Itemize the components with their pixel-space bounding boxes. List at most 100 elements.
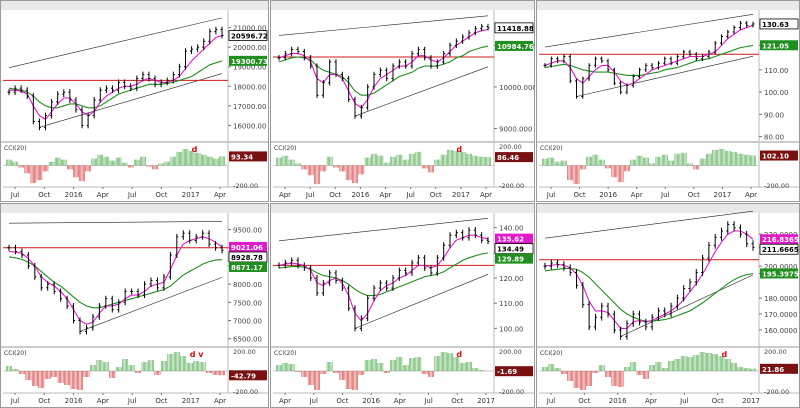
chart-panel-dow-industrials[interactable]: 21000.00 20000.00 19000.00 18000.00 17000.00…: [0, 0, 269, 202]
cci-label: CCI(20): [540, 350, 562, 357]
channel-line-lower: [354, 274, 489, 329]
chart-panel-sixth[interactable]: 220.0000211.6665200.0000195.3975180.0000…: [536, 203, 800, 408]
y-tick-label: 90.00: [764, 111, 784, 119]
channel-line-lower: [354, 66, 489, 117]
y-tick-label: 8000.00: [233, 281, 262, 289]
cci-value-tag: [495, 152, 533, 163]
x-tick-label: Apr: [394, 397, 406, 405]
cci-label: CCI(20): [540, 145, 562, 152]
y-tick-label: 140.00: [499, 225, 524, 233]
cci-value-label: -42.79: [231, 372, 256, 380]
chart-panel-fifth[interactable]: 140.00130.00120.00110.00100.00135.62134.…: [270, 203, 535, 408]
cci-value-tag: [760, 150, 798, 161]
x-tick-label: Oct: [574, 191, 586, 199]
value-tag-label: 20596.72: [231, 33, 268, 41]
x-tick-label: Oct: [38, 191, 50, 199]
x-tick-label: 2016: [362, 397, 380, 405]
value-tag-label: 211.6665: [762, 246, 799, 254]
title-strip: [537, 1, 799, 10]
chart-svg: 140.00130.00120.00110.00100.00135.62134.…: [271, 204, 534, 405]
x-tick-label: 2017: [742, 397, 760, 405]
cci-value-tag: [495, 366, 533, 377]
y-tick-label: 6500.00: [233, 336, 262, 344]
cci-value-label: -1.69: [497, 368, 517, 376]
ma-fast-line: [544, 230, 754, 329]
channel-line-upper: [544, 14, 754, 48]
x-tick-label: Oct: [688, 191, 700, 199]
chart-svg: 9500.009000.008500.008000.007500.007000.…: [1, 204, 268, 405]
x-tick-label: Oct: [451, 397, 463, 405]
value-tag-label: 135.62: [497, 236, 524, 244]
y-tick-label: 7500.00: [233, 299, 262, 307]
x-tick-label: 2016: [609, 397, 627, 405]
channel-line-upper: [544, 210, 754, 239]
value-tag-label: 19300.73: [231, 58, 268, 66]
channel-line-lower: [620, 274, 754, 337]
value-tag-ma-slow: [229, 55, 267, 66]
value-tag-ma-slow: [495, 253, 533, 264]
channel-line-upper: [278, 218, 489, 242]
cci-tick-label: -200.00: [764, 182, 789, 190]
value-tag-ma-fast: [495, 233, 533, 244]
x-tick-label: Oct: [155, 397, 167, 405]
x-tick-label: 2017: [452, 191, 470, 199]
x-tick-label: Jul: [308, 397, 318, 405]
cci-value-tag: [760, 363, 798, 374]
ma-fast-line: [278, 234, 489, 322]
value-tag-label: 195.3975: [762, 270, 799, 278]
x-tick-label: Jul: [546, 397, 556, 405]
x-tick-label: 2016: [65, 397, 83, 405]
value-tag-label: 9021.06: [231, 244, 263, 252]
value-tag-price: [228, 30, 268, 41]
cci-tick-label: -200.00: [233, 388, 258, 396]
y-tick-label: 100.00: [764, 89, 789, 97]
chart-svg: 21000.00 20000.00 19000.00 18000.00 17000.00…: [1, 1, 268, 199]
value-tag-ma-slow: [229, 261, 267, 272]
x-tick-label: Oct: [329, 191, 341, 199]
x-tick-label: Jul: [10, 397, 20, 405]
channel-line-lower: [39, 73, 223, 128]
x-tick-label: Jul: [10, 191, 20, 199]
chart-svg: 220.0000211.6665200.0000195.3975180.0000…: [537, 204, 799, 405]
chart-svg: 11000.00010000.0009000.00011418.88810984…: [271, 1, 534, 199]
chart-panel-composite[interactable]: 11000.00010000.0009000.00011418.88810984…: [270, 0, 535, 202]
cci-label: CCI(20): [4, 350, 26, 357]
x-tick-label: Jul: [546, 191, 556, 199]
ma-fast-line: [8, 236, 223, 325]
ma-slow-line: [278, 45, 489, 96]
x-tick-label: Apr: [279, 397, 291, 405]
x-tick-label: Oct: [712, 397, 724, 405]
value-tag-label: 8928.78: [231, 254, 263, 262]
y-tick-label: 100.00: [499, 325, 524, 333]
x-tick-label: Jul: [423, 397, 433, 405]
ma-fast-line: [544, 24, 754, 87]
title-strip: [271, 204, 534, 213]
value-tag-label: 134.49: [497, 246, 524, 254]
x-tick-label: Apr: [97, 397, 109, 405]
x-tick-label: 2017: [477, 397, 495, 405]
channel-line-upper: [8, 221, 223, 224]
y-tick-label: 120.00: [499, 275, 524, 283]
y-tick-label: 7000.00: [233, 318, 262, 326]
chart-panel-third[interactable]: 130.63121.05110.00100.0090.0080.00130.63…: [536, 0, 800, 202]
chart-svg: 130.63121.05110.00100.0090.0080.00130.63…: [537, 1, 799, 199]
ma-fast-line: [278, 28, 489, 109]
x-tick-label: Oct: [38, 397, 50, 405]
cci-value-label: 102.10: [762, 153, 789, 161]
ma-slow-line: [544, 44, 754, 76]
value-tag-price: [494, 22, 534, 34]
title-strip: [1, 204, 268, 213]
y-tick-label: 10000.000: [499, 84, 534, 92]
y-tick-label: 180.0000: [764, 295, 797, 303]
value-tag-ma-slow: [760, 40, 798, 51]
value-tag-price: [228, 251, 268, 263]
x-tick-label: Oct: [430, 191, 442, 199]
chart-panel-transports[interactable]: 9500.009000.008500.008000.007500.007000.…: [0, 203, 269, 408]
x-tick-label: Jul: [405, 191, 415, 199]
x-tick-label: Apr: [480, 191, 492, 199]
y-tick-label: 200.0000: [764, 263, 797, 271]
x-tick-label: Jul: [127, 397, 137, 405]
cci-label: CCI(20): [4, 145, 26, 152]
y-tick-label: 110.00: [499, 300, 524, 308]
x-tick-label: Apr: [97, 191, 109, 199]
